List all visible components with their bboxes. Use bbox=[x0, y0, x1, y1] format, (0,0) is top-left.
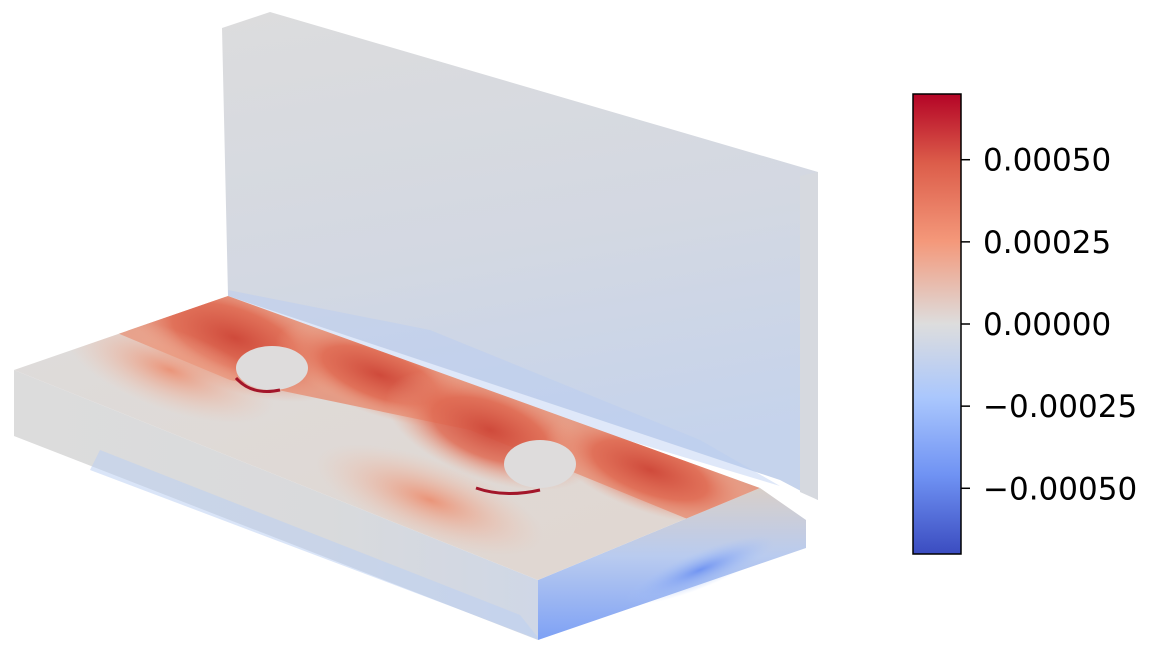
bolt-hole-right bbox=[504, 440, 576, 488]
colorbar: 0.00050 0.00025 0.00000 −0.00025 −0.00050 bbox=[912, 93, 1137, 555]
bolt-hole-left bbox=[236, 346, 308, 390]
base-end-face bbox=[538, 488, 806, 640]
colorbar-tick-label: 0.00000 bbox=[983, 307, 1111, 343]
colorbar-tick-label: −0.00025 bbox=[983, 389, 1137, 425]
vertical-wall bbox=[222, 12, 818, 500]
colorbar-tick-label: 0.00025 bbox=[983, 225, 1111, 261]
base-front-face bbox=[14, 370, 540, 640]
colorbar-ticks bbox=[961, 158, 970, 490]
bracket-3d-model bbox=[14, 12, 818, 640]
colorbar-tick-labels: 0.00050 0.00025 0.00000 −0.00025 −0.00050 bbox=[983, 143, 1137, 508]
colorbar-tick-label: −0.00050 bbox=[983, 471, 1137, 507]
colorbar-tick-label: 0.00050 bbox=[983, 143, 1111, 179]
colorbar-gradient bbox=[912, 93, 962, 555]
